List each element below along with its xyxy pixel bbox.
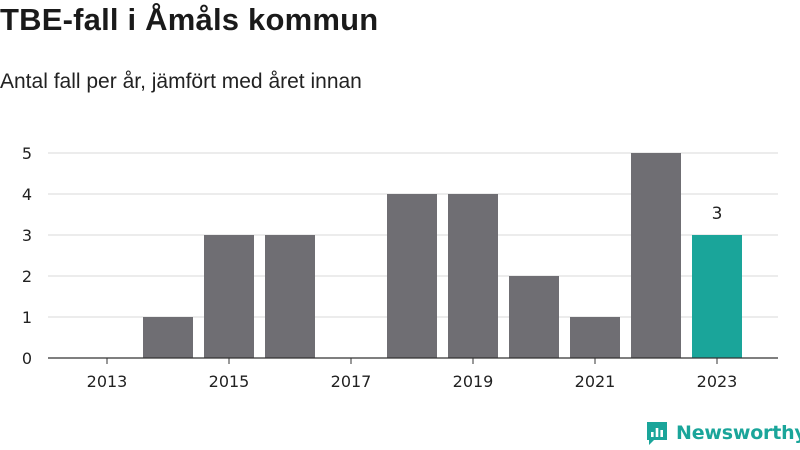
chart-subtitle: Antal fall per år, jämfört med året inna… <box>0 70 362 93</box>
y-tick-label-0: 0 <box>22 349 32 368</box>
newsworthy-logo-icon <box>647 422 667 445</box>
y-tick-label-1: 1 <box>22 308 32 327</box>
bar-2022 <box>631 153 681 358</box>
bar-2018 <box>387 194 437 358</box>
bar-2015 <box>204 235 254 358</box>
y-tick-label-2: 2 <box>22 267 32 286</box>
bar-2021 <box>570 317 620 358</box>
y-tick-label-3: 3 <box>22 226 32 245</box>
data-label-2023: 3 <box>712 204 723 224</box>
y-tick-label-5: 5 <box>22 144 32 163</box>
x-tick-label-2019: 2019 <box>453 372 494 391</box>
brand: Newsworthy <box>645 419 800 447</box>
x-tick-label-2021: 2021 <box>575 372 616 391</box>
chart-title: TBE-fall i Åmåls kommun <box>0 2 379 37</box>
bar-2016 <box>265 235 315 358</box>
x-tick-label-2017: 2017 <box>331 372 372 391</box>
bar-2020 <box>509 276 559 358</box>
x-tick-label-2015: 2015 <box>209 372 250 391</box>
bar-2014 <box>143 317 193 358</box>
bar-2023 <box>692 235 742 358</box>
brand-name: Newsworthy <box>676 422 800 444</box>
bar-2019 <box>448 194 498 358</box>
x-tick-label-2013: 2013 <box>87 372 128 391</box>
x-tick-label-2023: 2023 <box>697 372 738 391</box>
y-tick-label-4: 4 <box>22 185 32 204</box>
